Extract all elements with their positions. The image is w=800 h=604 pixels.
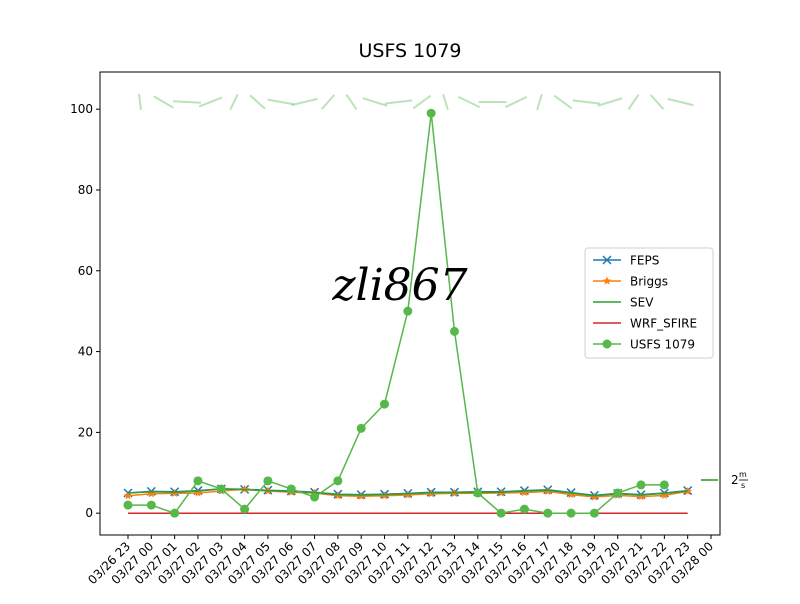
wind-arrow (572, 99, 601, 105)
point (566, 490, 576, 499)
point (240, 484, 249, 493)
wind-arrow (229, 93, 239, 111)
wind-arrow (442, 93, 449, 111)
wind-arrow (627, 93, 640, 111)
legend-label: SEV (630, 296, 654, 310)
point (602, 255, 612, 265)
point (380, 491, 389, 500)
wind-arrow (667, 97, 694, 107)
quiver-key-unit: m (739, 470, 747, 479)
point (263, 476, 273, 486)
point (356, 423, 366, 433)
point (589, 508, 599, 518)
point (216, 484, 226, 494)
y-tick-label: 0 (85, 506, 93, 520)
quiver-key-value: 2 (731, 473, 739, 487)
wind-arrow (412, 94, 432, 110)
point (170, 508, 180, 518)
wind-arrow (649, 94, 665, 110)
point (193, 476, 203, 486)
point (403, 490, 413, 499)
wind-arrow (553, 94, 573, 110)
wind-arrow (384, 99, 413, 105)
legend: FEPS Briggs SEV WRF_SFIRE USFS 1079 (584, 247, 714, 359)
point (636, 492, 646, 501)
legend-label: Briggs (630, 275, 668, 289)
point (602, 276, 612, 285)
point (520, 488, 529, 497)
quiver-key-unit: s (741, 481, 745, 490)
point (310, 492, 320, 502)
point (380, 399, 390, 409)
legend-box (584, 247, 714, 359)
watermark: zli867 (331, 260, 467, 311)
legend-label: USFS 1079 (630, 338, 695, 352)
legend-label: FEPS (630, 254, 659, 268)
chart-title: USFS 1079 (358, 40, 461, 62)
point (146, 500, 156, 510)
point (590, 492, 599, 501)
point (683, 486, 692, 495)
y-tick-label: 100 (70, 102, 93, 116)
legend-label: WRF_SFIRE (630, 317, 697, 331)
wind-arrow (457, 95, 481, 109)
point (240, 504, 250, 514)
y-tick-label: 20 (78, 425, 93, 439)
point (333, 491, 343, 500)
point (543, 508, 553, 518)
point (147, 489, 156, 498)
wind-arrow (320, 94, 336, 110)
wind-arrow (504, 95, 528, 109)
point (123, 491, 133, 500)
point (403, 306, 413, 316)
wind-arrow (249, 94, 266, 110)
y-tick-label: 80 (78, 183, 93, 197)
wind-arrow (173, 100, 201, 104)
point (193, 488, 203, 497)
point (519, 504, 529, 514)
series-line (128, 113, 665, 515)
wind-arrow (267, 98, 295, 106)
point (496, 508, 506, 518)
point (449, 326, 459, 336)
wind-arrow (198, 96, 223, 108)
point (602, 339, 612, 349)
point (333, 476, 343, 486)
wind-arrow (362, 97, 388, 107)
point (613, 488, 623, 498)
wind-arrow (597, 97, 623, 107)
wind-arrow (291, 97, 318, 107)
y-tick-label: 60 (78, 264, 93, 278)
wind-arrow (138, 93, 142, 111)
wind-arrow (536, 93, 543, 111)
wind-arrow (345, 93, 358, 111)
point (123, 500, 133, 510)
point (170, 488, 179, 497)
point (286, 484, 296, 494)
y-tick-label: 40 (78, 345, 93, 359)
point (566, 508, 576, 518)
plot-frame (99, 71, 721, 536)
point (426, 108, 436, 118)
point (660, 490, 669, 499)
point (636, 480, 646, 490)
point (659, 480, 669, 490)
point (356, 491, 366, 500)
wind-arrow (153, 95, 174, 109)
point (473, 488, 483, 498)
